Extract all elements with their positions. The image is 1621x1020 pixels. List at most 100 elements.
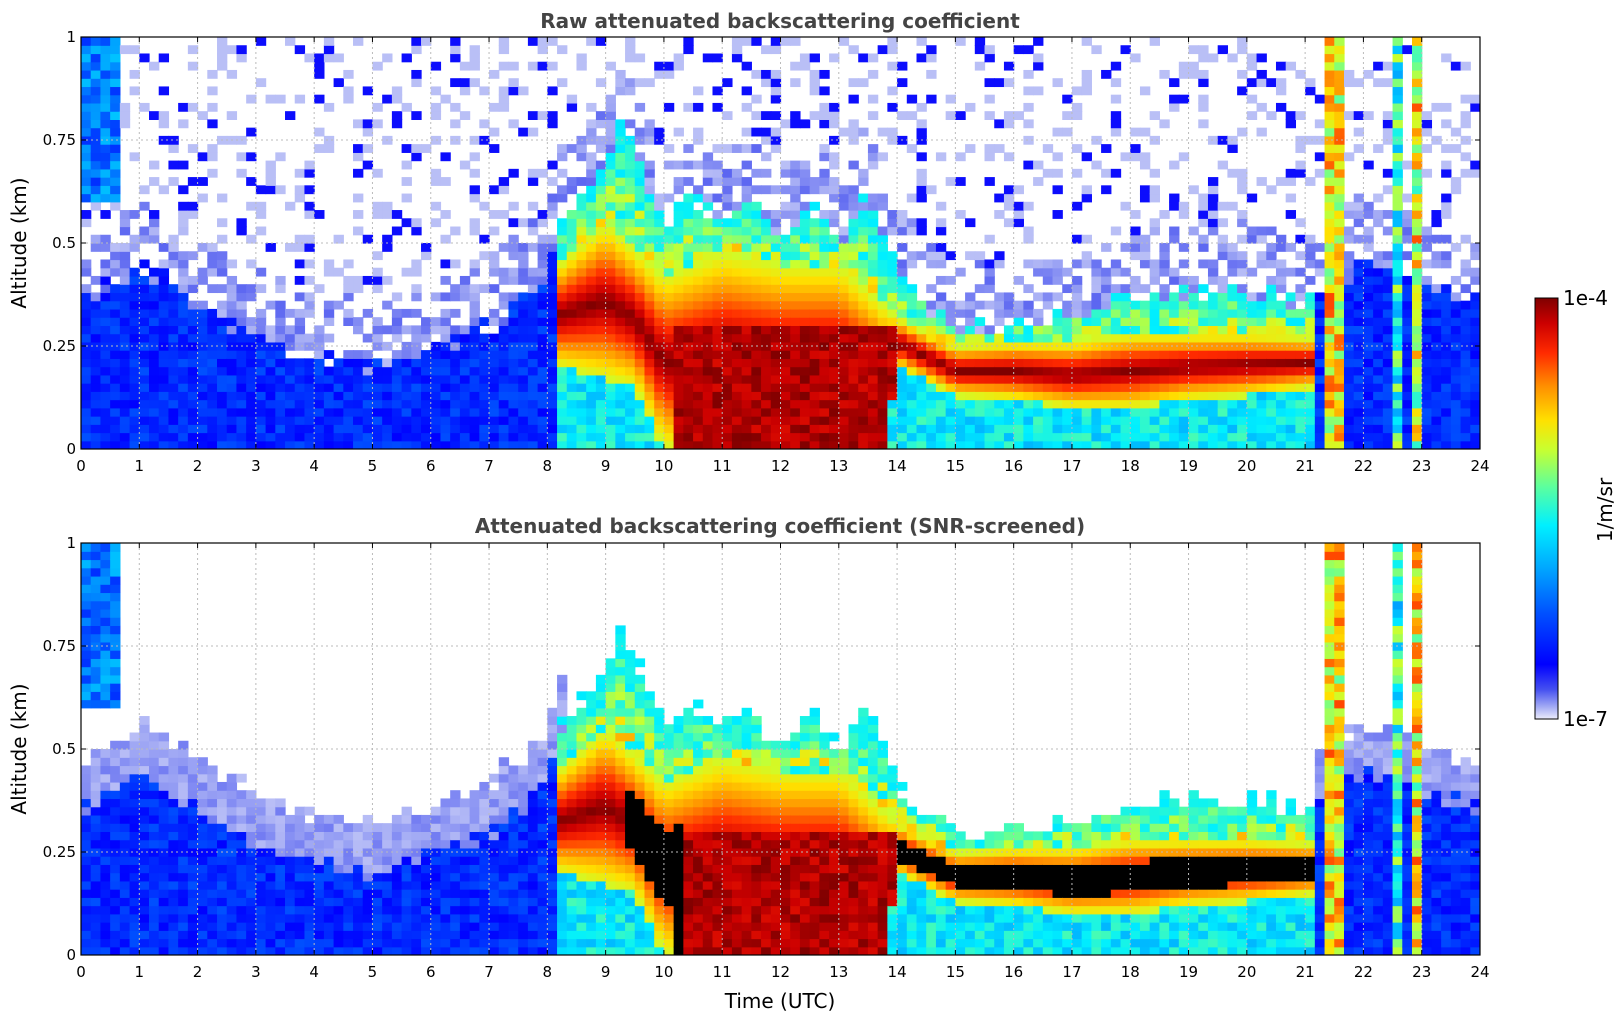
heatmap-cell	[634, 317, 646, 326]
heatmap-cell	[411, 78, 422, 88]
heatmap-cell	[683, 341, 694, 351]
heatmap-cell	[168, 424, 179, 434]
heatmap-cell	[100, 641, 111, 651]
heatmap-cell	[469, 440, 480, 449]
heatmap-cell	[1305, 177, 1316, 186]
heatmap-cell	[411, 366, 422, 376]
heatmap-cell	[1139, 341, 1151, 351]
heatmap-cell	[1441, 325, 1452, 335]
heatmap-cell	[1003, 366, 1015, 376]
heatmap-cell	[1411, 37, 1423, 46]
heatmap-cell	[430, 432, 442, 442]
heatmap-cell	[1470, 160, 1480, 170]
heatmap-cell	[1130, 234, 1141, 244]
heatmap-cell	[1227, 391, 1238, 401]
heatmap-cell	[935, 374, 947, 384]
heatmap-cell	[1402, 226, 1413, 236]
heatmap-cell	[1295, 440, 1306, 449]
heatmap-cell	[187, 61, 199, 71]
heatmap-cell	[81, 300, 92, 310]
heatmap-cell	[906, 350, 918, 359]
heatmap-cell	[1159, 69, 1170, 79]
heatmap-cell	[605, 275, 616, 285]
heatmap-cell	[1052, 383, 1063, 392]
heatmap-cell	[139, 946, 150, 955]
heatmap-cell	[178, 424, 189, 434]
heatmap-cell	[965, 399, 976, 409]
heatmap-cell	[780, 201, 791, 211]
heatmap-cell	[693, 366, 704, 376]
heatmap-cell	[129, 86, 140, 96]
heatmap-cell	[178, 325, 189, 335]
heatmap-cell	[469, 374, 480, 384]
heatmap-cell	[372, 416, 383, 425]
heatmap-cell	[887, 383, 898, 392]
heatmap-cell	[1334, 374, 1345, 384]
heatmap-cell	[1246, 383, 1258, 392]
heatmap-cell	[421, 424, 432, 434]
heatmap-cell	[576, 440, 587, 449]
heatmap-cell	[644, 234, 655, 244]
heatmap-cell	[207, 374, 218, 384]
heatmap-cell	[382, 432, 393, 442]
heatmap-cell	[178, 391, 189, 401]
heatmap-cell	[508, 243, 519, 252]
heatmap-cell	[1382, 135, 1394, 145]
heatmap-cell	[1120, 201, 1131, 211]
heatmap-cell	[790, 218, 801, 228]
heatmap-cell	[139, 749, 150, 758]
heatmap-cell	[984, 53, 995, 63]
heatmap-cell	[994, 416, 1005, 425]
heatmap-cell	[1013, 201, 1024, 211]
heatmap-cell	[935, 325, 947, 335]
heatmap-cell	[1159, 391, 1170, 401]
heatmap-cell	[450, 308, 461, 318]
heatmap-cell	[537, 210, 548, 219]
heatmap-cell	[634, 333, 646, 343]
heatmap-cell	[440, 399, 451, 409]
heatmap-cell	[741, 193, 752, 203]
heatmap-cell	[741, 102, 752, 112]
heatmap-cell	[965, 218, 976, 228]
heatmap-cell	[498, 61, 510, 71]
heatmap-cell	[586, 226, 597, 236]
heatmap-cell	[1217, 251, 1229, 261]
heatmap-cell	[197, 424, 208, 434]
heatmap-cell	[304, 341, 315, 351]
heatmap-cell	[615, 127, 626, 137]
heatmap-cell	[100, 185, 111, 195]
heatmap-cell	[1402, 300, 1413, 310]
heatmap-cell	[1353, 317, 1365, 326]
heatmap-cell	[1324, 218, 1335, 228]
heatmap-cell	[838, 358, 850, 368]
heatmap-cell	[1305, 374, 1316, 384]
heatmap-cell	[935, 201, 947, 211]
heatmap-cell	[1411, 127, 1423, 137]
heatmap-cell	[867, 152, 879, 162]
heatmap-cell	[187, 391, 199, 401]
heatmap-cell	[100, 889, 111, 898]
heatmap-cell	[1324, 210, 1335, 219]
heatmap-cell	[731, 218, 743, 228]
heatmap-cell	[498, 267, 510, 277]
heatmap-cell	[712, 391, 723, 401]
heatmap-cell	[1081, 440, 1092, 449]
heatmap-cell	[935, 308, 947, 318]
heatmap-cell	[100, 790, 111, 800]
heatmap-cell	[81, 938, 92, 948]
heatmap-cell	[323, 259, 335, 269]
heatmap-cell	[1411, 358, 1423, 368]
x-tick-label: 24	[1470, 457, 1489, 475]
heatmap-cell	[343, 391, 354, 401]
heatmap-cell	[887, 366, 898, 376]
heatmap-cell	[1052, 267, 1063, 277]
heatmap-cell	[838, 267, 850, 277]
heatmap-cell	[1373, 383, 1384, 392]
heatmap-cell	[712, 218, 723, 228]
heatmap-cell	[1227, 432, 1238, 442]
heatmap-cell	[576, 366, 587, 376]
heatmap-cell	[304, 374, 315, 384]
heatmap-cell	[1071, 234, 1083, 244]
heatmap-cell	[129, 765, 140, 775]
heatmap-cell	[236, 45, 247, 55]
